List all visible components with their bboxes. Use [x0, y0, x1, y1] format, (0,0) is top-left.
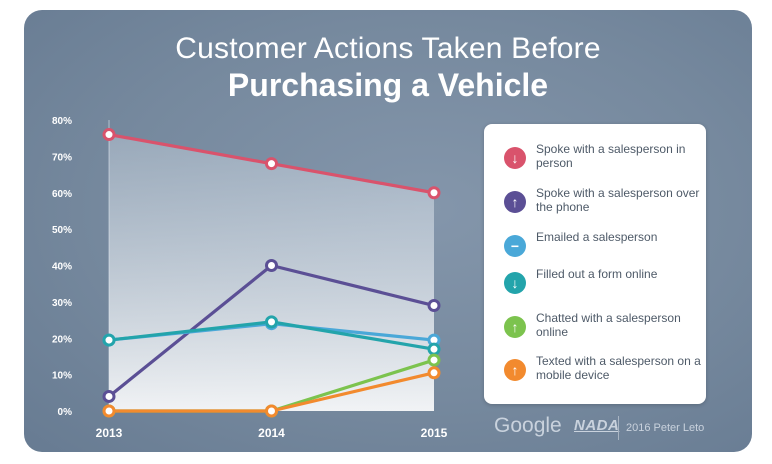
- x-tick-label: 2015: [421, 426, 448, 440]
- data-point-0-1: [265, 157, 278, 171]
- legend-label: Spoke with a salesperson over the phone: [536, 186, 700, 214]
- data-point-1-2: [427, 299, 441, 313]
- y-tick-label: 30%: [52, 298, 72, 309]
- arrow-up-icon: ↑: [504, 359, 526, 381]
- minus-icon: −: [504, 235, 526, 257]
- legend-item: ↓ Filled out a form online: [504, 265, 704, 305]
- chart-legend: ↓ Spoke with a salesperson in person ↑ Spok…: [484, 124, 706, 404]
- data-point-5-0: [102, 404, 116, 418]
- legend-label: Filled out a form online: [536, 267, 658, 281]
- arrow-up-icon: ↑: [504, 316, 526, 338]
- data-point-1-0: [102, 389, 116, 403]
- logo-strip: Google NADA 2016 Peter Leto: [494, 414, 744, 444]
- legend-item: ↑ Chatted with a salesperson online: [504, 309, 704, 349]
- data-point-5-1: [265, 404, 278, 418]
- y-tick-label: 50%: [52, 225, 72, 236]
- legend-item: ↑ Spoke with a salesperson over the phone: [504, 184, 704, 224]
- y-tick-label: 60%: [52, 189, 72, 200]
- arrow-up-icon: ↑: [504, 191, 526, 213]
- data-point-0-0: [102, 128, 116, 142]
- data-point-3-0: [102, 333, 116, 347]
- legend-label: Spoke with a salesperson in person: [536, 142, 686, 170]
- x-tick-label: 2013: [96, 426, 123, 440]
- infographic-card: Customer Actions Taken Before Purchasing…: [24, 10, 752, 452]
- data-point-5-2: [427, 366, 441, 380]
- legend-item: − Emailed a salesperson: [504, 228, 704, 268]
- y-tick-label: 40%: [52, 262, 72, 273]
- legend-item: ↑ Texted with a salesperson on a mobile d…: [504, 352, 704, 392]
- data-point-4-2: [427, 353, 441, 367]
- nada-logo: NADA: [574, 417, 620, 434]
- y-tick-label: 10%: [52, 371, 72, 382]
- credit-text: 2016 Peter Leto: [626, 422, 705, 434]
- data-point-0-2: [427, 186, 441, 200]
- logo-divider: [618, 416, 619, 440]
- google-logo: Google: [494, 414, 562, 437]
- area-fill: [109, 134, 434, 412]
- line-chart: 0% 10% 20% 30% 40% 50% 60% 70% 80% 2013 2014 2015: [52, 116, 448, 440]
- y-tick-label: 20%: [52, 334, 72, 345]
- legend-label: Texted with a salesperson on a mobile de…: [536, 354, 701, 382]
- data-point-3-2: [427, 342, 441, 356]
- x-tick-label: 2014: [258, 426, 285, 440]
- data-point-1-1: [265, 259, 278, 272]
- arrow-down-icon: ↓: [504, 147, 526, 169]
- data-point-3-1: [265, 315, 278, 329]
- legend-label: Chatted with a salesperson online: [536, 311, 681, 339]
- arrow-down-icon: ↓: [504, 272, 526, 294]
- y-tick-label: 0%: [58, 407, 73, 418]
- chart-title-line1: Customer Actions Taken Before: [175, 32, 601, 65]
- y-tick-label: 70%: [52, 152, 72, 163]
- legend-label: Emailed a salesperson: [536, 230, 658, 244]
- chart-title-line2: Purchasing a Vehicle: [227, 67, 549, 103]
- legend-item: ↓ Spoke with a salesperson in person: [504, 140, 704, 180]
- y-tick-label: 80%: [52, 116, 72, 127]
